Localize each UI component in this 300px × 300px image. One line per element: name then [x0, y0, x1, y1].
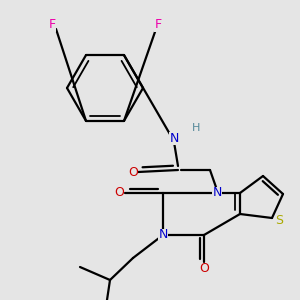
Text: N: N	[158, 229, 168, 242]
Text: N: N	[169, 131, 179, 145]
Text: O: O	[114, 187, 124, 200]
Text: N: N	[212, 187, 222, 200]
Text: S: S	[275, 214, 283, 226]
Text: O: O	[128, 166, 138, 178]
Text: F: F	[48, 19, 56, 32]
Text: F: F	[154, 19, 162, 32]
Text: H: H	[192, 123, 200, 133]
Text: O: O	[199, 262, 209, 275]
